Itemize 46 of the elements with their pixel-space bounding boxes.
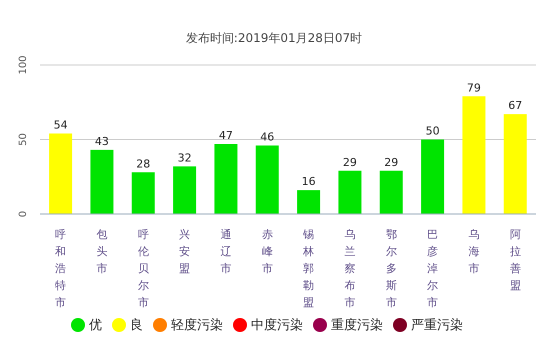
x-tick-label: 乌海市 [468,228,480,275]
bar [462,96,486,214]
x-tick-label: 锡林郭勒盟 [302,228,314,309]
bar [297,190,320,214]
data-label: 43 [94,134,109,148]
chart-title: 发布时间:2019年01月28日07时 [184,30,364,47]
bar [421,140,444,214]
data-label: 32 [178,151,192,164]
x-tick-label: 呼和浩特市 [55,228,66,309]
data-label: 29 [342,156,357,169]
bar [256,145,279,214]
data-label: 47 [218,128,233,142]
x-tick-label: 阿拉善盟 [510,228,521,292]
bar [380,170,403,214]
bar [90,150,114,214]
data-label: 54 [54,118,68,132]
bar [173,166,196,214]
bar [214,144,238,214]
x-tick-label: 赤峰市 [262,228,273,275]
data-label: 29 [384,156,398,169]
data-label: 46 [260,130,274,144]
data-label: 16 [302,175,316,188]
y-tick-label: 0 [18,210,29,218]
legend-label: 中度污染 [251,318,303,333]
y-tick-label: 50 [18,133,29,146]
x-tick-label: 巴彦淖尔市 [427,228,438,309]
data-label: 28 [136,157,150,170]
x-tick-label: 包头市 [96,228,108,275]
x-tick-label: 乌兰察布市 [344,228,356,309]
legend-label: 优 [89,318,102,333]
legend-label: 轻度污染 [171,318,223,333]
bar [132,172,155,214]
x-tick-label: 通辽市 [220,228,232,275]
bar [49,134,72,214]
legend-label: 严重污染 [411,318,463,333]
bar [504,114,527,214]
data-label: 79 [466,81,481,94]
x-tick-label: 鄂尔多斯市 [386,228,397,309]
data-label: 50 [426,124,440,138]
bar [338,170,362,214]
legend-label: 重度污染 [331,318,383,333]
x-tick-label: 兴安盟 [179,228,190,275]
x-tick-label: 呼伦贝尔市 [138,228,149,309]
y-tick-label: 100 [18,55,29,75]
data-label: 67 [508,99,522,112]
legend-label: 良 [130,318,143,333]
